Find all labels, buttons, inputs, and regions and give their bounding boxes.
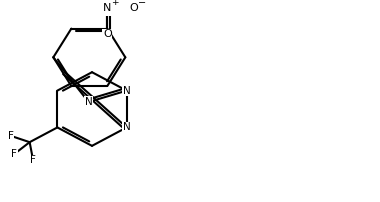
Text: N: N [123,122,130,133]
Text: F: F [8,131,14,141]
Text: F: F [30,155,36,165]
Text: −: − [138,0,146,8]
Text: N: N [103,3,111,13]
Text: O: O [129,3,138,13]
Text: O: O [103,29,112,39]
Text: F: F [11,149,17,159]
Text: +: + [111,0,119,7]
Text: N: N [123,86,130,96]
Text: N: N [85,97,92,107]
